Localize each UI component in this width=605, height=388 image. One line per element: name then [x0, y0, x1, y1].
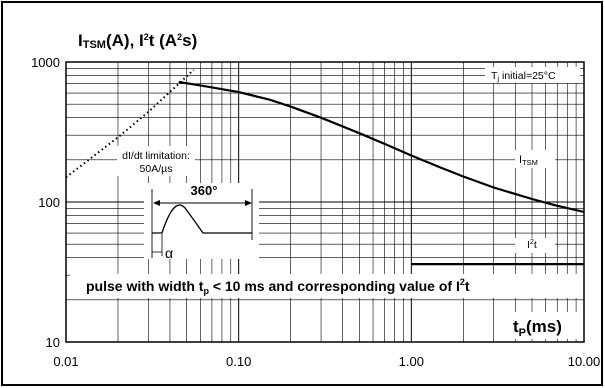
alpha-label: α: [165, 245, 173, 261]
tj-label-mask: [485, 67, 580, 83]
didt-label-mask: [117, 146, 195, 176]
period-arrow-right: [245, 200, 252, 206]
didt-limit-line: [65, 69, 195, 179]
didt-label-line1: dI/dt limitation:: [122, 150, 190, 162]
angle-label: 360°: [191, 183, 218, 198]
series: [65, 69, 585, 266]
pulse-diagram-mask: [144, 183, 259, 259]
didt-label-line2: 50A/µs: [140, 163, 173, 175]
pulse-note: pulse with width tp < 10 ms and correspo…: [86, 277, 470, 296]
pulse-waveform-diagram: [151, 189, 253, 258]
x-axis-label: tP(ms): [513, 317, 562, 339]
y-tick-label: 10: [46, 335, 60, 350]
i2t-label-mask: [515, 238, 555, 253]
plot-border: [65, 61, 585, 343]
pulse-note-mask: [70, 274, 584, 298]
grid: [66, 62, 584, 342]
y-tick-label: 100: [38, 195, 60, 210]
i2t-series-label: I2t: [527, 239, 537, 251]
itsm-label-mask: [515, 150, 555, 168]
itsm-series-label: ITSM: [519, 154, 538, 167]
x-tick-label: 1.00: [399, 354, 424, 369]
x-tick-label: 10.00: [568, 354, 601, 369]
chart-title: ITSM(A), I2t (A2s): [78, 31, 197, 51]
sine-pulse-shape: [152, 204, 252, 234]
tj-label: Tj initial=25°C: [491, 70, 556, 83]
xlabel-mask: [508, 312, 582, 339]
x-tick-label: 0.01: [53, 354, 78, 369]
y-tick-label: 1000: [31, 55, 60, 70]
itsm-curve: [178, 80, 585, 213]
axis-ticks: 0.01 0.10 1.00 10.00 10 100 1000: [31, 55, 600, 369]
period-arrow-left: [153, 200, 160, 206]
x-tick-label: 0.10: [226, 354, 251, 369]
